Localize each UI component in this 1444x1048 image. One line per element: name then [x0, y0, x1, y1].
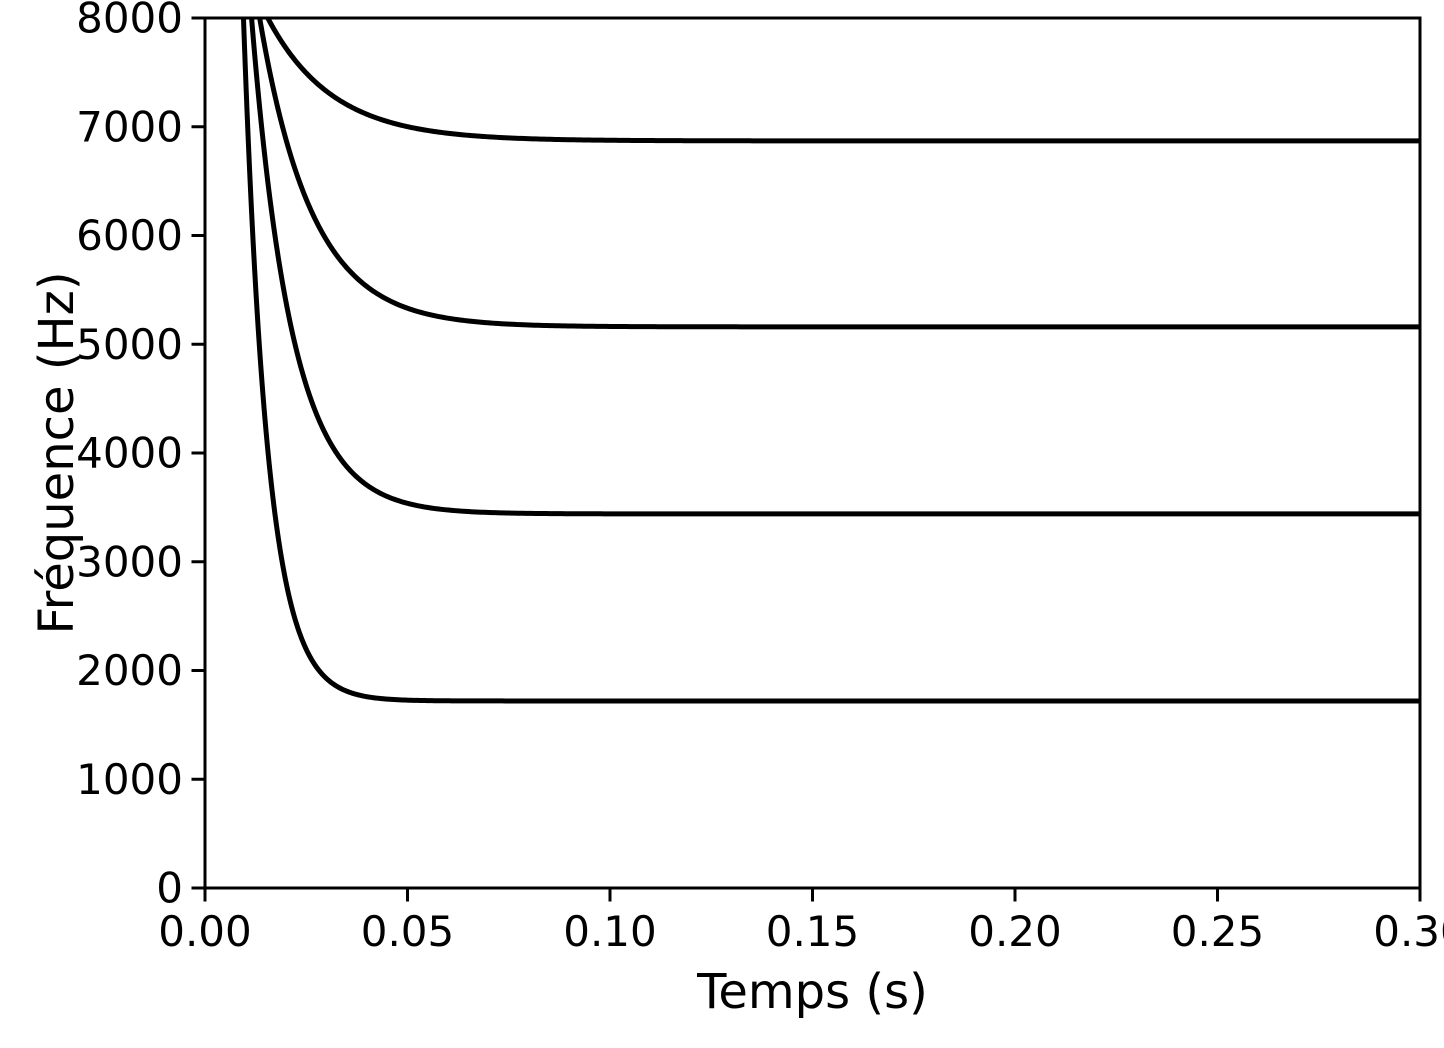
series-curve-2 [252, 18, 1420, 514]
series-group [243, 18, 1420, 701]
series-curve-4 [268, 18, 1420, 141]
x-tick-label: 0.20 [968, 907, 1062, 956]
y-tick-label: 7000 [76, 102, 183, 151]
series-curve-3 [260, 18, 1420, 327]
x-tick-label: 0.10 [563, 907, 657, 956]
series-curve-1 [243, 18, 1420, 701]
chart-container: 0.00 0.05 0.10 0.15 0.20 0.25 0.30 0 1000 2000 300… [0, 0, 1444, 1048]
y-tick-label: 2000 [76, 646, 183, 695]
x-tick-label: 0.00 [158, 907, 252, 956]
y-tick-label: 0 [156, 864, 183, 913]
x-tick-label: 0.25 [1171, 907, 1265, 956]
y-tick-label: 4000 [76, 429, 183, 478]
y-tick-label: 1000 [76, 755, 183, 804]
x-tick-label: 0.05 [361, 907, 455, 956]
y-tick-label: 6000 [76, 211, 183, 260]
y-axis-label: Fréquence (Hz) [29, 271, 85, 634]
x-tick-label: 0.15 [766, 907, 860, 956]
x-axis-label: Temps (s) [696, 964, 928, 1020]
y-tick-label: 3000 [76, 537, 183, 586]
y-ticks: 0 1000 2000 3000 4000 5000 6000 7000 8000 [76, 0, 205, 913]
plot-frame [205, 18, 1420, 888]
y-tick-label: 5000 [76, 320, 183, 369]
x-ticks: 0.00 0.05 0.10 0.15 0.20 0.25 0.30 [158, 888, 1444, 956]
y-tick-label: 8000 [76, 0, 183, 43]
line-chart: 0.00 0.05 0.10 0.15 0.20 0.25 0.30 0 1000 2000 300… [0, 0, 1444, 1048]
x-tick-label: 0.30 [1373, 907, 1444, 956]
